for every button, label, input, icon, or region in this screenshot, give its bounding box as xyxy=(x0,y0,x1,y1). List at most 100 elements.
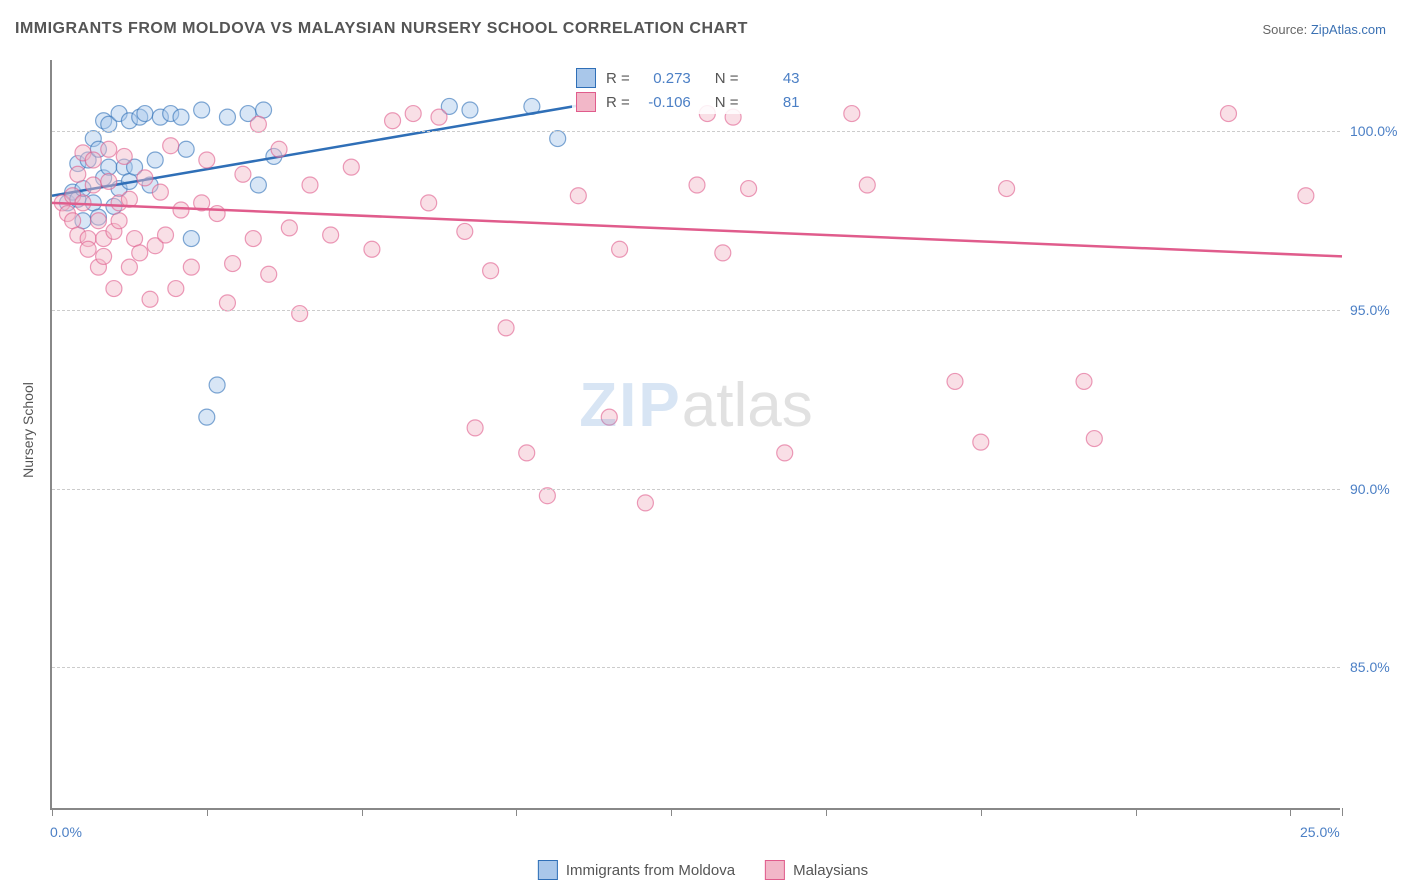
xtick xyxy=(826,808,827,816)
data-point xyxy=(859,177,875,193)
data-point xyxy=(261,266,277,282)
data-point xyxy=(106,281,122,297)
xtick xyxy=(362,808,363,816)
ytick-label: 90.0% xyxy=(1350,481,1390,497)
data-point xyxy=(539,488,555,504)
data-point xyxy=(462,102,478,118)
data-point xyxy=(302,177,318,193)
r-value-1: 0.273 xyxy=(636,70,691,87)
data-point xyxy=(281,220,297,236)
data-point xyxy=(292,306,308,322)
swatch-pink xyxy=(765,860,785,880)
data-point xyxy=(85,177,101,193)
data-point xyxy=(570,188,586,204)
data-point xyxy=(101,159,117,175)
data-point xyxy=(127,231,143,247)
data-point xyxy=(96,248,112,264)
trend-line xyxy=(52,203,1342,257)
data-point xyxy=(405,106,421,122)
source-attribution: Source: ZipAtlas.com xyxy=(1262,22,1386,37)
xtick xyxy=(207,808,208,816)
data-point xyxy=(550,131,566,147)
data-point xyxy=(199,409,215,425)
n-label: N = xyxy=(715,70,739,87)
gridline xyxy=(52,489,1340,490)
data-point xyxy=(637,495,653,511)
xtick xyxy=(671,808,672,816)
xtick xyxy=(981,808,982,816)
data-point xyxy=(245,231,261,247)
data-point xyxy=(1076,373,1092,389)
series-legend: Immigrants from Moldova Malaysians xyxy=(538,860,868,880)
data-point xyxy=(250,116,266,132)
data-point xyxy=(483,263,499,279)
r-label: R = xyxy=(606,70,630,87)
y-axis-label: Nursery School xyxy=(20,382,36,478)
legend-label-1: Immigrants from Moldova xyxy=(566,862,735,879)
n-value-1: 43 xyxy=(745,70,800,87)
data-point xyxy=(1298,188,1314,204)
data-point xyxy=(519,445,535,461)
ytick-label: 85.0% xyxy=(1350,659,1390,675)
data-point xyxy=(498,320,514,336)
data-point xyxy=(225,256,241,272)
correlation-row-2: R = -0.106 N = 81 xyxy=(572,90,804,114)
xtick-label: 25.0% xyxy=(1300,824,1340,840)
data-point xyxy=(101,173,117,189)
data-point xyxy=(199,152,215,168)
data-point xyxy=(1220,106,1236,122)
data-point xyxy=(65,213,81,229)
correlation-row-1: R = 0.273 N = 43 xyxy=(572,66,804,90)
gridline xyxy=(52,131,1340,132)
chart-title: IMMIGRANTS FROM MOLDOVA VS MALAYSIAN NUR… xyxy=(15,20,748,38)
data-point xyxy=(431,109,447,125)
swatch-blue xyxy=(576,68,596,88)
data-point xyxy=(132,245,148,261)
data-point xyxy=(158,227,174,243)
data-point xyxy=(183,259,199,275)
correlation-legend: R = 0.273 N = 43 R = -0.106 N = 81 xyxy=(572,66,804,114)
chart-plot-area: ZIPatlas R = 0.273 N = 43 R = -0.106 N =… xyxy=(50,60,1340,810)
source-link[interactable]: ZipAtlas.com xyxy=(1311,22,1386,37)
xtick xyxy=(1136,808,1137,816)
data-point xyxy=(973,434,989,450)
data-point xyxy=(194,102,210,118)
n-label: N = xyxy=(715,94,739,111)
legend-label-2: Malaysians xyxy=(793,862,868,879)
data-point xyxy=(844,106,860,122)
data-point xyxy=(256,102,272,118)
data-point xyxy=(601,409,617,425)
data-point xyxy=(689,177,705,193)
data-point xyxy=(612,241,628,257)
data-point xyxy=(70,166,86,182)
data-point xyxy=(271,141,287,157)
data-point xyxy=(467,420,483,436)
data-point xyxy=(85,152,101,168)
data-point xyxy=(250,177,266,193)
xtick-label: 0.0% xyxy=(50,824,82,840)
data-point xyxy=(457,223,473,239)
data-point xyxy=(111,213,127,229)
source-label: Source: xyxy=(1262,22,1310,37)
data-point xyxy=(178,141,194,157)
ytick-label: 100.0% xyxy=(1350,123,1397,139)
data-point xyxy=(947,373,963,389)
data-point xyxy=(385,113,401,129)
data-point xyxy=(142,291,158,307)
data-point xyxy=(90,213,106,229)
data-point xyxy=(219,109,235,125)
data-point xyxy=(1086,431,1102,447)
data-point xyxy=(235,166,251,182)
r-label: R = xyxy=(606,94,630,111)
data-point xyxy=(137,170,153,186)
xtick xyxy=(516,808,517,816)
n-value-2: 81 xyxy=(745,94,800,111)
swatch-blue xyxy=(538,860,558,880)
data-point xyxy=(137,106,153,122)
legend-item-1: Immigrants from Moldova xyxy=(538,860,735,880)
data-point xyxy=(116,148,132,164)
gridline xyxy=(52,667,1340,668)
data-point xyxy=(163,138,179,154)
data-point xyxy=(209,206,225,222)
data-point xyxy=(715,245,731,261)
